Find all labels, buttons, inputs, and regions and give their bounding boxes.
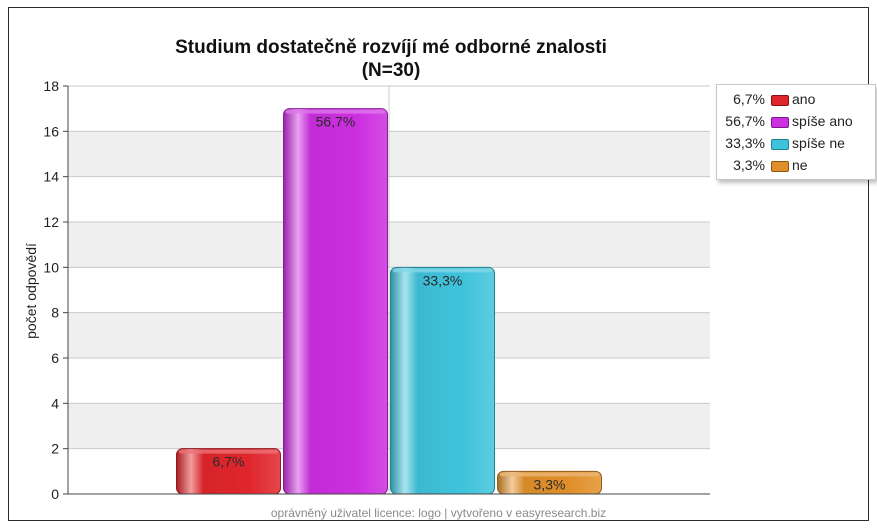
bar-spíše-ano <box>283 108 388 495</box>
y-tick-label: 2 <box>51 441 59 457</box>
legend-item-label: ano <box>792 91 816 107</box>
legend-item: 33,3% spíše ne <box>717 132 875 154</box>
legend-swatch <box>771 161 789 172</box>
y-tick-label: 14 <box>43 169 59 185</box>
data-label: 56,7% <box>316 114 356 130</box>
y-tick-label: 10 <box>43 259 59 275</box>
legend-item: 3,3% ne <box>717 154 875 176</box>
legend-item: 6,7% ano <box>717 88 875 110</box>
bar-top-highlight <box>392 268 493 273</box>
data-label: 33,3% <box>423 272 463 288</box>
legend-item: 56,7% spíše ano <box>717 110 875 132</box>
y-tick-label: 6 <box>51 350 59 366</box>
chart-title: Studium dostatečně rozvíjí mé odborné zn… <box>175 37 607 58</box>
footer-credit: oprávněný uživatel licence: logo | vytvo… <box>270 506 607 520</box>
data-label: 6,7% <box>213 454 245 470</box>
y-tick-label: 16 <box>43 123 59 139</box>
legend-swatch <box>771 117 789 128</box>
y-axis-label: počet odpovědí <box>23 243 39 339</box>
legend-item-label: spíše ano <box>792 113 853 129</box>
y-tick-label: 0 <box>51 486 59 502</box>
bar-top-highlight <box>499 472 600 477</box>
y-tick-label: 12 <box>43 214 59 230</box>
bar-spíše-ne <box>390 266 495 495</box>
legend-swatch <box>771 95 789 106</box>
data-label: 3,3% <box>534 476 566 492</box>
legend-swatch <box>771 139 789 150</box>
legend: 6,7% ano 56,7% spíše ano 33,3% spíše ne … <box>716 84 876 180</box>
legend-item-percent: 3,3% <box>733 157 765 173</box>
y-tick-label: 8 <box>51 305 59 321</box>
y-tick-label: 18 <box>43 78 59 94</box>
bar-top-highlight <box>178 449 279 454</box>
chart-subtitle: (N=30) <box>362 60 421 81</box>
y-tick-label: 4 <box>51 395 59 411</box>
legend-item-label: spíše ne <box>792 135 845 151</box>
bar-top-highlight <box>285 109 386 114</box>
legend-item-percent: 33,3% <box>725 135 765 151</box>
legend-item-percent: 6,7% <box>733 91 765 107</box>
legend-item-label: ne <box>792 157 808 173</box>
legend-item-percent: 56,7% <box>725 113 765 129</box>
